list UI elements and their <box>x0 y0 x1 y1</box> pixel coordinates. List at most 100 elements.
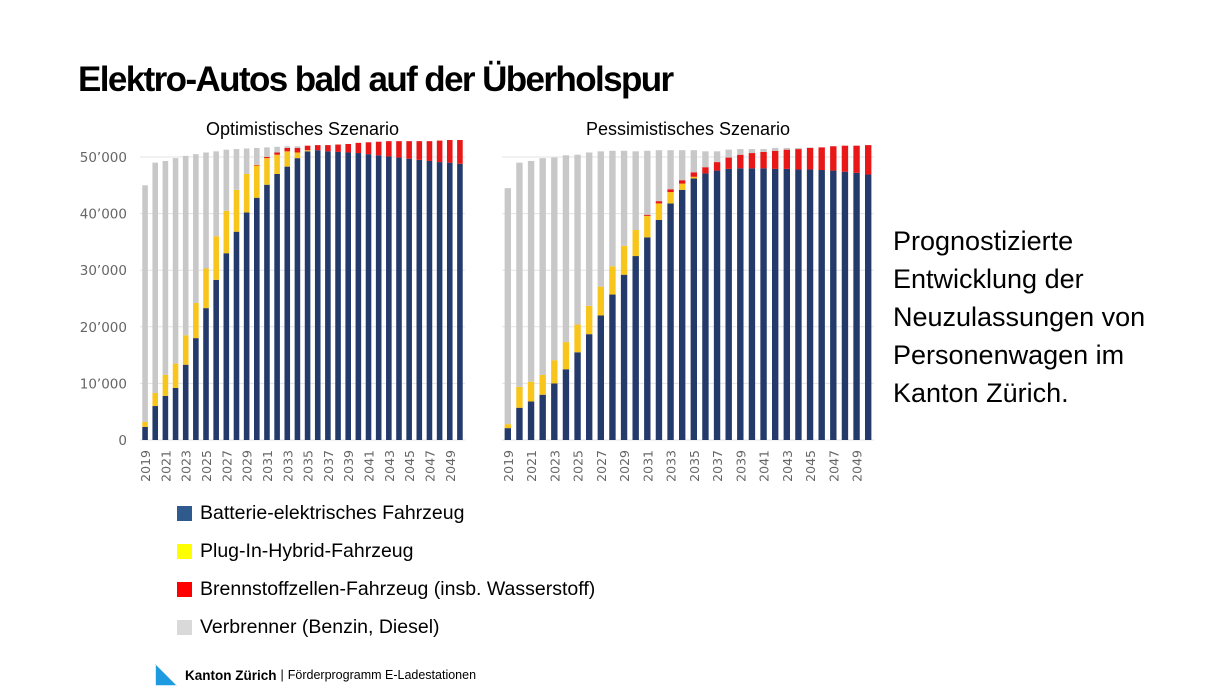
bar-stack <box>818 147 825 440</box>
bar-segment <box>655 201 663 204</box>
x-tick-label: 2041 <box>362 450 377 482</box>
bar-segment <box>162 160 169 375</box>
bar-segment <box>254 165 260 198</box>
chart-svg: Pessimistisches Szenario 2019 2021 2023 2025… <box>501 119 874 482</box>
bar-segment <box>375 141 382 156</box>
bar-segment <box>416 159 423 440</box>
bar-segment <box>223 149 230 211</box>
bar-segment <box>345 152 351 441</box>
bar-segment <box>667 150 674 190</box>
bar-segment <box>396 141 402 158</box>
bar-segment <box>162 395 169 440</box>
bar-stack <box>314 145 321 440</box>
y-tick-label: 10’000 <box>80 376 127 392</box>
x-tick-label: 2033 <box>664 450 679 482</box>
bar-stack <box>632 151 639 440</box>
bar-segment <box>690 176 698 179</box>
bar-segment <box>655 203 663 220</box>
bar-segment <box>304 150 311 152</box>
bar-segment <box>182 155 189 336</box>
x-tick-label: 2041 <box>757 450 772 482</box>
bar-segment <box>620 274 628 440</box>
bar-segment <box>182 364 189 440</box>
bar-segment <box>725 149 732 158</box>
bar-segment <box>841 171 849 440</box>
bar-segment <box>678 183 686 190</box>
bar-segment <box>243 148 250 174</box>
bar-segment <box>233 189 240 232</box>
legend-label: Verbrenner (Benzin, Diesel) <box>200 615 440 638</box>
bar-stack <box>325 145 331 440</box>
bar-segment <box>284 146 291 148</box>
x-tick-label: 2039 <box>341 450 356 482</box>
bar-stack <box>243 148 250 440</box>
chart-pessimistic: Pessimistisches Szenario 2019 2021 2023 2025… <box>490 112 880 492</box>
bar-segment <box>609 294 616 440</box>
x-tick-label: 2049 <box>443 450 458 482</box>
x-tick-label: 2049 <box>850 450 865 482</box>
x-tick-label: 2045 <box>402 450 417 482</box>
bar-stack <box>193 154 199 440</box>
bar-stack <box>516 162 523 440</box>
bar-stack <box>667 150 674 440</box>
bar-segment <box>539 394 546 440</box>
bar-stack <box>223 149 230 440</box>
bar-stack <box>304 145 311 440</box>
bar-segment <box>254 164 260 166</box>
bar-stack <box>783 147 791 441</box>
bar-segment <box>355 153 362 440</box>
bar-segment <box>457 140 463 164</box>
bar-segment <box>284 147 291 152</box>
y-tick-label: 0 <box>118 433 127 449</box>
bar-segment <box>314 145 321 151</box>
bar-segment <box>162 374 169 396</box>
x-tick-label: 2025 <box>571 450 586 482</box>
bar-segment <box>702 167 709 174</box>
x-tick-label: 2021 <box>524 450 539 482</box>
bar-stack <box>426 141 433 440</box>
bar-segment <box>396 157 402 441</box>
bar-stack <box>678 150 686 440</box>
legend-item-fcev: Brennstoffzellen-Fahrzeug (insb. Wassers… <box>177 570 595 608</box>
y-tick-label: 40’000 <box>80 207 127 223</box>
bar-segment <box>203 268 209 309</box>
bar-segment <box>737 154 744 169</box>
x-tick-label: 2021 <box>158 450 173 482</box>
bar-segment <box>193 303 199 339</box>
chart-svg: Optimistisches Szenario 0 10’000 20’000 30’0… <box>80 119 465 482</box>
bar-segment <box>294 152 301 159</box>
bar-segment <box>585 152 593 306</box>
bar-stack <box>795 147 802 440</box>
bar-stack <box>702 151 709 440</box>
x-tick-label: 2035 <box>301 450 316 482</box>
bar-segment <box>274 152 280 155</box>
bar-segment <box>667 192 674 204</box>
bar-segment <box>386 141 392 157</box>
bar-stack <box>725 149 732 441</box>
bar-segment <box>284 166 291 440</box>
bar-segment <box>527 160 535 382</box>
x-tick-label: 2027 <box>594 450 609 482</box>
bar-stack <box>172 158 179 440</box>
bar-segment <box>294 147 301 153</box>
bar-segment <box>193 338 199 440</box>
bar-segment <box>274 154 280 174</box>
bar-stack <box>386 141 392 440</box>
x-tick-label: 2039 <box>733 450 748 482</box>
side-description: Prognostizierte Entwicklung der Neuzulas… <box>893 222 1213 412</box>
bar-segment <box>254 147 260 165</box>
bar-stack <box>562 155 570 440</box>
bar-segment <box>737 149 744 155</box>
bar-segment <box>527 381 535 402</box>
bar-segment <box>562 342 570 370</box>
bar-segment <box>504 428 512 440</box>
bar-stack <box>457 140 463 440</box>
bar-segment <box>702 173 709 440</box>
bar-stack <box>274 146 280 441</box>
bar-segment <box>213 236 219 280</box>
bar-segment <box>632 151 639 231</box>
bar-segment <box>667 189 674 193</box>
bar-segment <box>365 154 372 441</box>
bar-stack <box>527 160 535 440</box>
side-line: Prognostizierte <box>893 226 1074 256</box>
